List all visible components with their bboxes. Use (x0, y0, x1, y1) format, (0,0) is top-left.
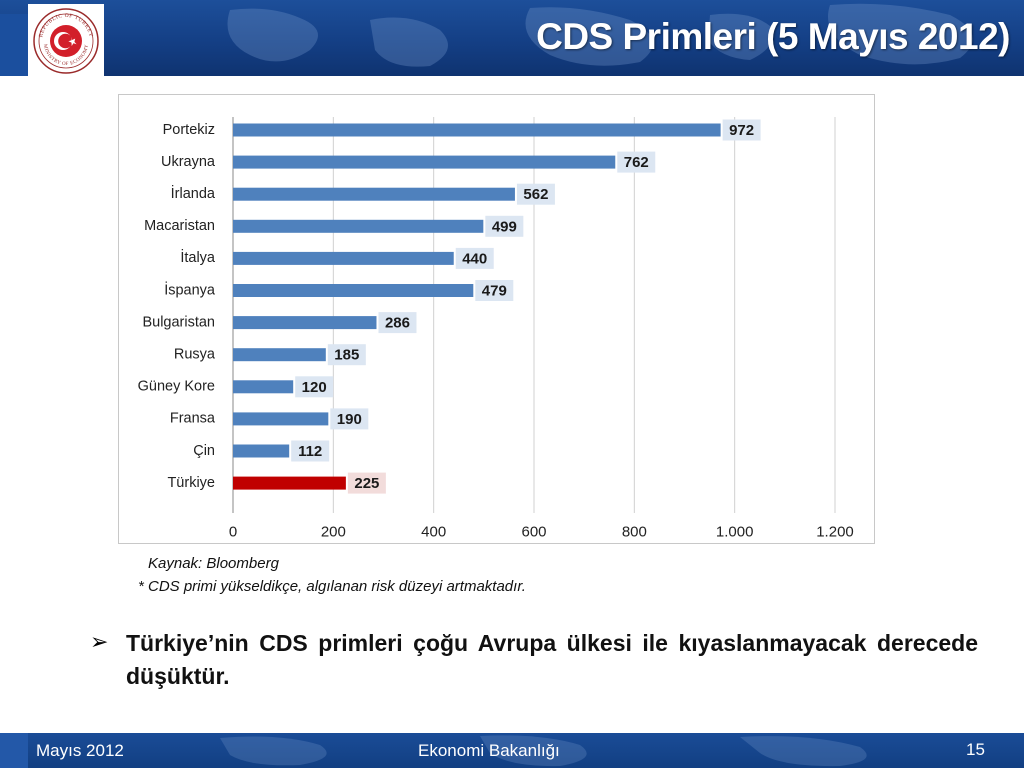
data-label: 225 (354, 475, 379, 492)
footer-band: Mayıs 2012 Ekonomi Bakanlığı 15 (0, 733, 1024, 768)
ministry-seal-logo: REPUBLIC OF TURKEY MINISTRY OF ECONOMY (33, 8, 99, 74)
bar (233, 444, 290, 458)
footnote: * CDS primi yükseldikçe, algılanan risk … (138, 578, 526, 595)
world-map-decoration (227, 3, 973, 67)
bar (233, 316, 377, 330)
x-tick-label: 600 (521, 523, 546, 540)
data-label-background (327, 344, 366, 366)
x-tick-label: 1.200 (816, 523, 854, 540)
bar (233, 251, 454, 265)
x-tick-label: 1.000 (716, 523, 754, 540)
data-label: 479 (482, 282, 507, 299)
data-label-background (330, 408, 369, 430)
data-label-background (347, 472, 386, 494)
x-tick-label: 800 (622, 523, 647, 540)
bar (233, 412, 329, 426)
category-label: Türkiye (167, 475, 215, 491)
category-label: Bulgaristan (142, 314, 215, 330)
bar-highlight (233, 476, 346, 490)
data-label: 112 (298, 443, 322, 460)
data-label: 120 (302, 379, 327, 396)
x-tick-label: 400 (421, 523, 446, 540)
source-note: Kaynak: Bloomberg (148, 555, 279, 572)
header-left-stripe (0, 14, 28, 76)
category-label: İspanya (164, 280, 216, 298)
category-label: Portekiz (163, 122, 215, 138)
bar (233, 187, 515, 201)
bar (233, 284, 474, 297)
x-tick-label: 0 (229, 523, 237, 540)
data-label-background (722, 119, 761, 141)
data-label-background (485, 215, 524, 237)
page-title: CDS Primleri (5 Mayıs 2012) (536, 16, 1010, 57)
data-label-background (291, 440, 330, 462)
data-label-background (516, 183, 555, 205)
chart-canvas: 0 200 400 600 800 1.000 1.200 Portekiz 972 Ukrayn… (138, 117, 854, 540)
category-label: Ukrayna (161, 154, 216, 170)
bar (233, 155, 616, 169)
data-label-background (475, 280, 514, 301)
footer-map-decoration (220, 735, 867, 767)
data-label: 286 (385, 315, 410, 332)
page-number: 15 (966, 740, 985, 759)
bar (233, 123, 721, 137)
bullet-text: Türkiye’nin CDS primleri çoğu Avrupa ülk… (126, 630, 978, 689)
header-band: REPUBLIC OF TURKEY MINISTRY OF ECONOMY C… (0, 0, 1024, 76)
category-label: Rusya (174, 347, 216, 363)
footer-ministry: Ekonomi Bakanlığı (418, 741, 560, 760)
category-label: İrlanda (171, 184, 216, 202)
data-label: 562 (523, 186, 548, 203)
footer-left-stripe (0, 733, 28, 768)
data-label: 972 (729, 122, 754, 139)
data-label: 499 (492, 218, 517, 235)
data-label-background (295, 376, 334, 398)
bar (233, 219, 484, 233)
category-label: Fransa (170, 411, 216, 427)
cds-bar-chart: 0 200 400 600 800 1.000 1.200 Portekiz 972 Ukrayn… (118, 94, 875, 544)
data-label-background (455, 247, 494, 269)
data-label: 762 (624, 154, 649, 171)
category-label: Güney Kore (138, 379, 215, 395)
footer-date: Mayıs 2012 (36, 741, 124, 760)
data-label: 190 (337, 411, 362, 428)
data-label-background (378, 312, 417, 334)
x-tick-label: 200 (321, 523, 346, 540)
data-label-background (617, 151, 656, 173)
bar (233, 348, 326, 362)
bar (233, 380, 294, 394)
arrow-bullet-icon: ➢ (90, 629, 109, 654)
category-label: Macaristan (144, 218, 215, 234)
category-label: İtalya (180, 248, 216, 266)
data-label: 185 (334, 347, 359, 364)
data-label: 440 (462, 250, 487, 267)
category-label: Çin (193, 443, 215, 459)
